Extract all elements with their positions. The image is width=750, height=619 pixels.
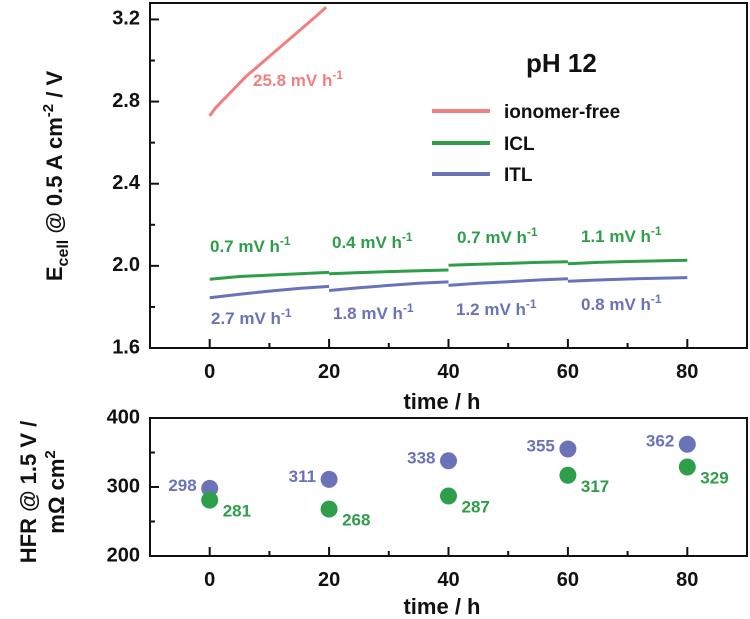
rate-label-icl: 0.7 mV h-1 (457, 225, 538, 247)
rate-exponent: -1 (280, 234, 291, 248)
rate-exponent: -1 (527, 225, 538, 239)
rate-label-ionomer-free: 25.8 mV h-1 (253, 68, 343, 90)
series-line-icl (209, 270, 330, 281)
rate-value: 1.1 mV h (581, 227, 651, 246)
top-series-lines (208, 5, 688, 300)
hfr-unit: mΩ cm (44, 459, 69, 534)
bottom-y-tick-label: 400 (107, 406, 140, 428)
rate-label-icl: 1.1 mV h-1 (581, 224, 662, 246)
hfr-point-itl (320, 470, 338, 488)
rate-label-itl: 1.8 mV h-1 (333, 301, 414, 323)
hfr-value-label-itl: 362 (646, 432, 674, 451)
top-x-tick-label: 60 (557, 361, 579, 383)
series-line-itl (567, 276, 688, 283)
rate-exponent: -1 (402, 230, 413, 244)
hfr-point-icl (678, 458, 696, 476)
rate-value: 1.8 mV h (333, 304, 403, 323)
series-line-icl (448, 260, 568, 267)
y-title-superscript: -2 (40, 104, 57, 117)
bottom-x-axis-title: time / h (403, 594, 480, 619)
bottom-x-tick-label: 80 (676, 569, 698, 591)
hfr-value-label-icl: 287 (462, 497, 490, 516)
rate-value: 1.2 mV h (456, 300, 526, 319)
rate-value: 0.4 mV h (332, 233, 402, 252)
top-panel: 1.6 2.0 2.4 2.8 3.2 0 20 40 60 80 time /… (40, 2, 748, 414)
hfr-point-icl (320, 500, 338, 518)
top-x-tick-label: 0 (204, 361, 215, 383)
series-line-icl (567, 258, 688, 266)
y-title-subscript: cell (55, 240, 72, 267)
rate-label-itl: 2.7 mV h-1 (211, 306, 292, 328)
bottom-axis-ticks (149, 417, 748, 557)
hfr-point-itl (678, 435, 696, 453)
bottom-y-tick-label: 200 (107, 544, 140, 566)
rate-label-itl: 0.8 mV h-1 (581, 292, 662, 314)
series-line-itl (209, 284, 330, 300)
rate-label-itl: 1.2 mV h-1 (456, 297, 537, 319)
bottom-y-axis-title-line1: HFR @ 1.5 V / (16, 421, 41, 563)
top-x-tick-label: 80 (676, 361, 698, 383)
bottom-x-tick-label: 0 (204, 569, 215, 591)
rate-value: 2.7 mV h (211, 309, 281, 328)
rate-label-icl: 0.4 mV h-1 (332, 230, 413, 252)
series-line-ionomer-free (208, 5, 328, 117)
y-title-middle: @ 0.5 A cm (42, 117, 67, 240)
top-axis-ticks (149, 18, 748, 349)
rate-value: 0.7 mV h (210, 237, 280, 256)
legend-label-ionomer-free: ionomer-free (504, 102, 620, 123)
hfr-point-icl (201, 491, 219, 509)
hfr-value-label-itl: 311 (289, 467, 316, 486)
top-x-axis-title: time / h (403, 389, 480, 414)
rate-value: 25.8 mV h (253, 71, 332, 90)
series-line-itl (328, 280, 449, 292)
rate-value: 0.7 mV h (457, 228, 527, 247)
hfr-unit-superscript: 2 (42, 450, 59, 458)
legend: ionomer-free ICL ITL (432, 102, 620, 186)
rate-exponent: -1 (281, 306, 292, 320)
ph-label: pH 12 (526, 48, 597, 78)
hfr-point-itl (559, 440, 577, 458)
hfr-point-itl (440, 452, 457, 470)
rate-exponent: -1 (651, 292, 662, 306)
hfr-value-label-icl: 268 (342, 511, 370, 530)
top-x-tick-label: 40 (437, 361, 459, 383)
bottom-x-tick-label: 20 (318, 569, 340, 591)
hfr-value-label-icl: 317 (581, 477, 609, 496)
rate-label-icl: 0.7 mV h-1 (210, 234, 291, 256)
top-y-tick-label: 1.6 (112, 336, 140, 358)
hfr-value-label-itl: 338 (407, 448, 435, 467)
bottom-value-labels: 298 311 338 355 362 281 268 287 317 329 (168, 432, 728, 530)
hfr-value-label-icl: 329 (700, 468, 728, 487)
bottom-y-axis-title-line2: mΩ cm2 (42, 450, 69, 533)
y-title-end: / V (42, 71, 67, 104)
series-line-icl (329, 268, 449, 276)
top-y-tick-label: 3.2 (112, 8, 140, 30)
y-title-e: E (42, 266, 67, 281)
top-y-tick-label: 2.0 (112, 254, 140, 276)
series-line-itl (448, 277, 568, 287)
rate-exponent: -1 (403, 301, 414, 315)
rate-exponent: -1 (332, 68, 343, 82)
top-y-axis-title: Ecell @ 0.5 A cm-2 / V (40, 71, 72, 282)
hfr-value-label-icl: 281 (223, 502, 251, 521)
bottom-scatter-points (201, 435, 696, 518)
rate-exponent: -1 (651, 224, 662, 238)
legend-label-icl: ICL (504, 134, 535, 155)
hfr-point-itl (201, 479, 219, 497)
top-y-tick-label: 2.4 (112, 172, 141, 194)
bottom-y-tick-label: 300 (107, 475, 140, 497)
top-y-tick-label: 2.8 (112, 90, 140, 112)
hfr-value-label-itl: 298 (168, 476, 196, 495)
rate-value: 0.8 mV h (581, 295, 651, 314)
bottom-x-tick-label: 60 (557, 569, 579, 591)
hfr-value-label-itl: 355 (527, 437, 555, 456)
bottom-x-tick-label: 40 (437, 569, 459, 591)
legend-label-itl: ITL (504, 165, 533, 186)
top-x-tick-label: 20 (318, 361, 340, 383)
hfr-point-icl (440, 487, 457, 505)
rate-exponent: -1 (526, 297, 537, 311)
bottom-panel: 200 300 400 0 20 40 60 80 time / h HFR @… (16, 406, 748, 619)
hfr-point-icl (559, 466, 577, 484)
